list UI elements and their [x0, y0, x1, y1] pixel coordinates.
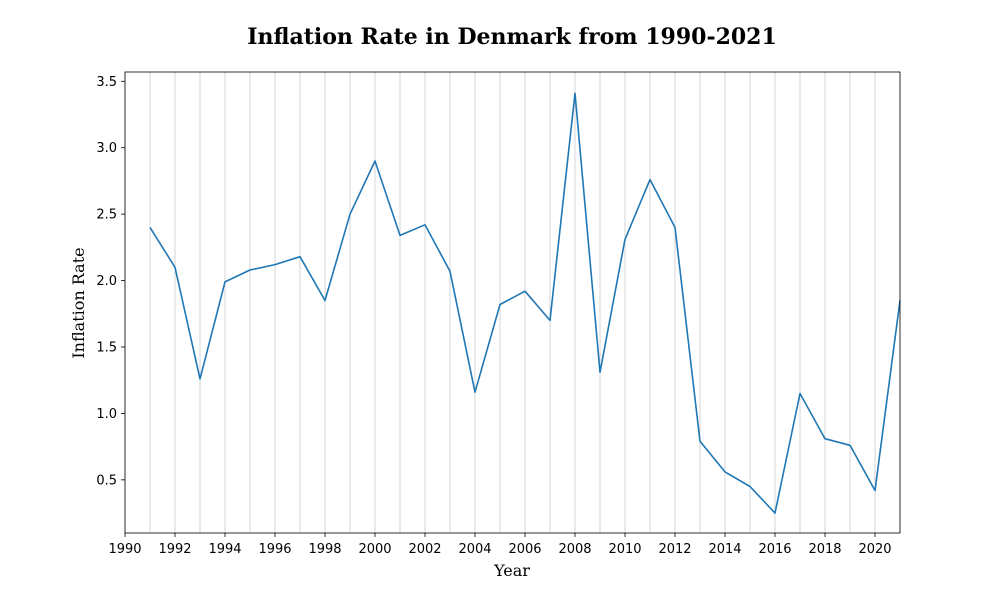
- series-line-0: [149, 92, 901, 514]
- y-tick-label: 3.0: [96, 141, 117, 156]
- x-tick-label: 2014: [708, 542, 741, 557]
- x-tick-label: 1992: [158, 542, 191, 557]
- x-tick-label: 2006: [508, 542, 541, 557]
- x-tick-label: 2004: [458, 542, 491, 557]
- y-tick-label: 3.5: [96, 75, 117, 90]
- x-tick-label: 2012: [658, 542, 691, 557]
- x-tick-label: 1996: [258, 542, 291, 557]
- x-tick-label: 1994: [208, 542, 241, 557]
- series-layer: [149, 92, 901, 514]
- y-axis-label: Inflation Rate: [69, 247, 88, 358]
- x-axis-label: Year: [493, 561, 530, 580]
- y-tick-label: 2.0: [96, 274, 117, 289]
- chart-title: Inflation Rate in Denmark from 1990-2021: [247, 24, 777, 50]
- x-tick-label: 2010: [608, 542, 641, 557]
- x-tick-label: 2020: [858, 542, 891, 557]
- x-tick-label: 1990: [108, 542, 141, 557]
- x-tick-label: 2018: [808, 542, 841, 557]
- x-tick-label: 2008: [558, 542, 591, 557]
- y-tick-label: 2.5: [96, 208, 117, 223]
- x-tick-label: 2000: [358, 542, 391, 557]
- y-axis-ticks: 0.5 1.0 1.5 2.0 2.5 3.0 3.5: [96, 75, 125, 488]
- x-tick-label: 1998: [308, 542, 341, 557]
- grid-lines: [124, 72, 901, 533]
- y-tick-label: 1.5: [96, 341, 117, 356]
- x-axis-ticks: 1990 1992 1994 1996 1998 2000 2002 2004 2006 2008…: [108, 533, 892, 557]
- x-tick-label: 2002: [408, 542, 441, 557]
- plot-frame: [124, 71, 901, 534]
- y-tick-label: 1.0: [96, 407, 117, 422]
- x-tick-label: 2016: [758, 542, 791, 557]
- y-tick-label: 0.5: [96, 473, 117, 488]
